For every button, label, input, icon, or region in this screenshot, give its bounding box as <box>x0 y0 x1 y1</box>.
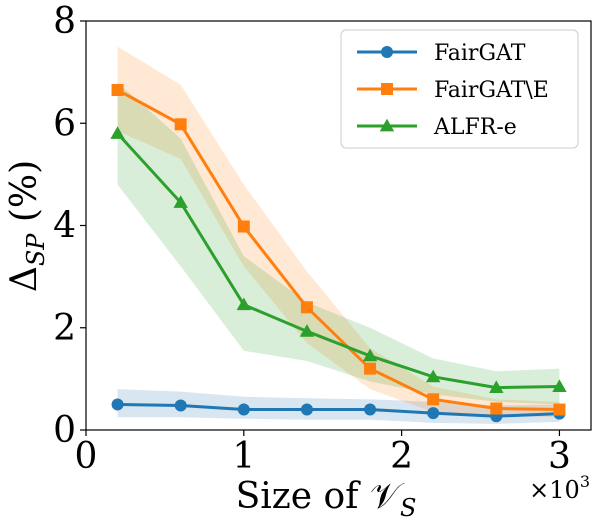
x-axis-multiplier-exponent: 3 <box>580 472 590 491</box>
y-tick-label: 4 <box>53 206 76 247</box>
alfr-e-point <box>362 348 378 362</box>
series-markers <box>110 84 567 423</box>
y-axis-label-main: Δ <box>4 266 45 292</box>
x-tick-label: 0 <box>75 436 98 477</box>
alfr-e-point <box>299 324 315 337</box>
x-tick-label: 1 <box>232 436 255 477</box>
y-axis-label: ΔSP (%) <box>4 160 50 292</box>
fairgat-e-point <box>553 403 566 416</box>
legend-swatch-marker <box>381 83 393 95</box>
y-tick-label: 6 <box>53 103 76 144</box>
fairgat-point <box>364 403 377 416</box>
axis-ticks: 0 1 2 3 0 2 4 6 8 <box>53 1 571 477</box>
fairgat-e-point <box>174 118 187 131</box>
fairgat-line <box>117 402 560 418</box>
fairgat-point <box>111 398 124 411</box>
legend-label: FairGAT\E <box>434 78 549 103</box>
alfr-e-point <box>236 297 252 311</box>
fairgat-e-point <box>111 84 124 97</box>
fairgat-e-point <box>427 393 440 406</box>
fairgat-e-point <box>364 362 377 375</box>
legend-box <box>340 29 579 149</box>
alfr-e-point <box>110 126 125 139</box>
x-axis-label-main: Size of 𝒱 <box>236 476 405 517</box>
fairgat-point <box>174 399 187 412</box>
alfr-e-line <box>116 132 560 390</box>
fairgat-e-line <box>116 88 560 412</box>
fairgat-point <box>427 407 440 420</box>
x-axis-multiplier-base: ×10 <box>529 476 580 504</box>
y-tick-label: 2 <box>53 308 76 349</box>
x-tick-label: 2 <box>390 436 413 477</box>
fairgat-e-point <box>490 402 503 415</box>
fairgat-e-point <box>300 301 313 314</box>
alfr-e-point <box>173 195 188 208</box>
y-axis-label-suffix: (%) <box>4 160 45 234</box>
alfr-e-band <box>117 82 560 405</box>
alfr-e-point <box>552 379 567 392</box>
legend-label: FairGAT <box>434 41 526 66</box>
x-axis-label-subscript: S <box>400 494 416 520</box>
legend: FairGAT FairGAT\E ALFR-e <box>340 29 579 149</box>
y-tick-label: 8 <box>53 1 76 42</box>
alfr-e-point <box>489 380 504 393</box>
series-lines <box>116 88 560 418</box>
legend-label: ALFR-e <box>433 115 517 140</box>
x-tick-label: 3 <box>548 436 571 477</box>
alfr-e-point <box>425 369 441 383</box>
x-axis-multiplier: ×103 <box>529 472 590 504</box>
fairgat-point <box>237 403 250 416</box>
fairgat-point <box>300 403 313 416</box>
x-axis-label: Size of 𝒱S <box>236 476 417 520</box>
legend-swatch-marker <box>381 46 393 58</box>
y-tick-label: 0 <box>53 410 76 451</box>
y-axis-label-subscript: SP <box>22 233 50 266</box>
legend-swatch-marker <box>379 118 395 132</box>
fairgat-e-point <box>237 220 250 233</box>
